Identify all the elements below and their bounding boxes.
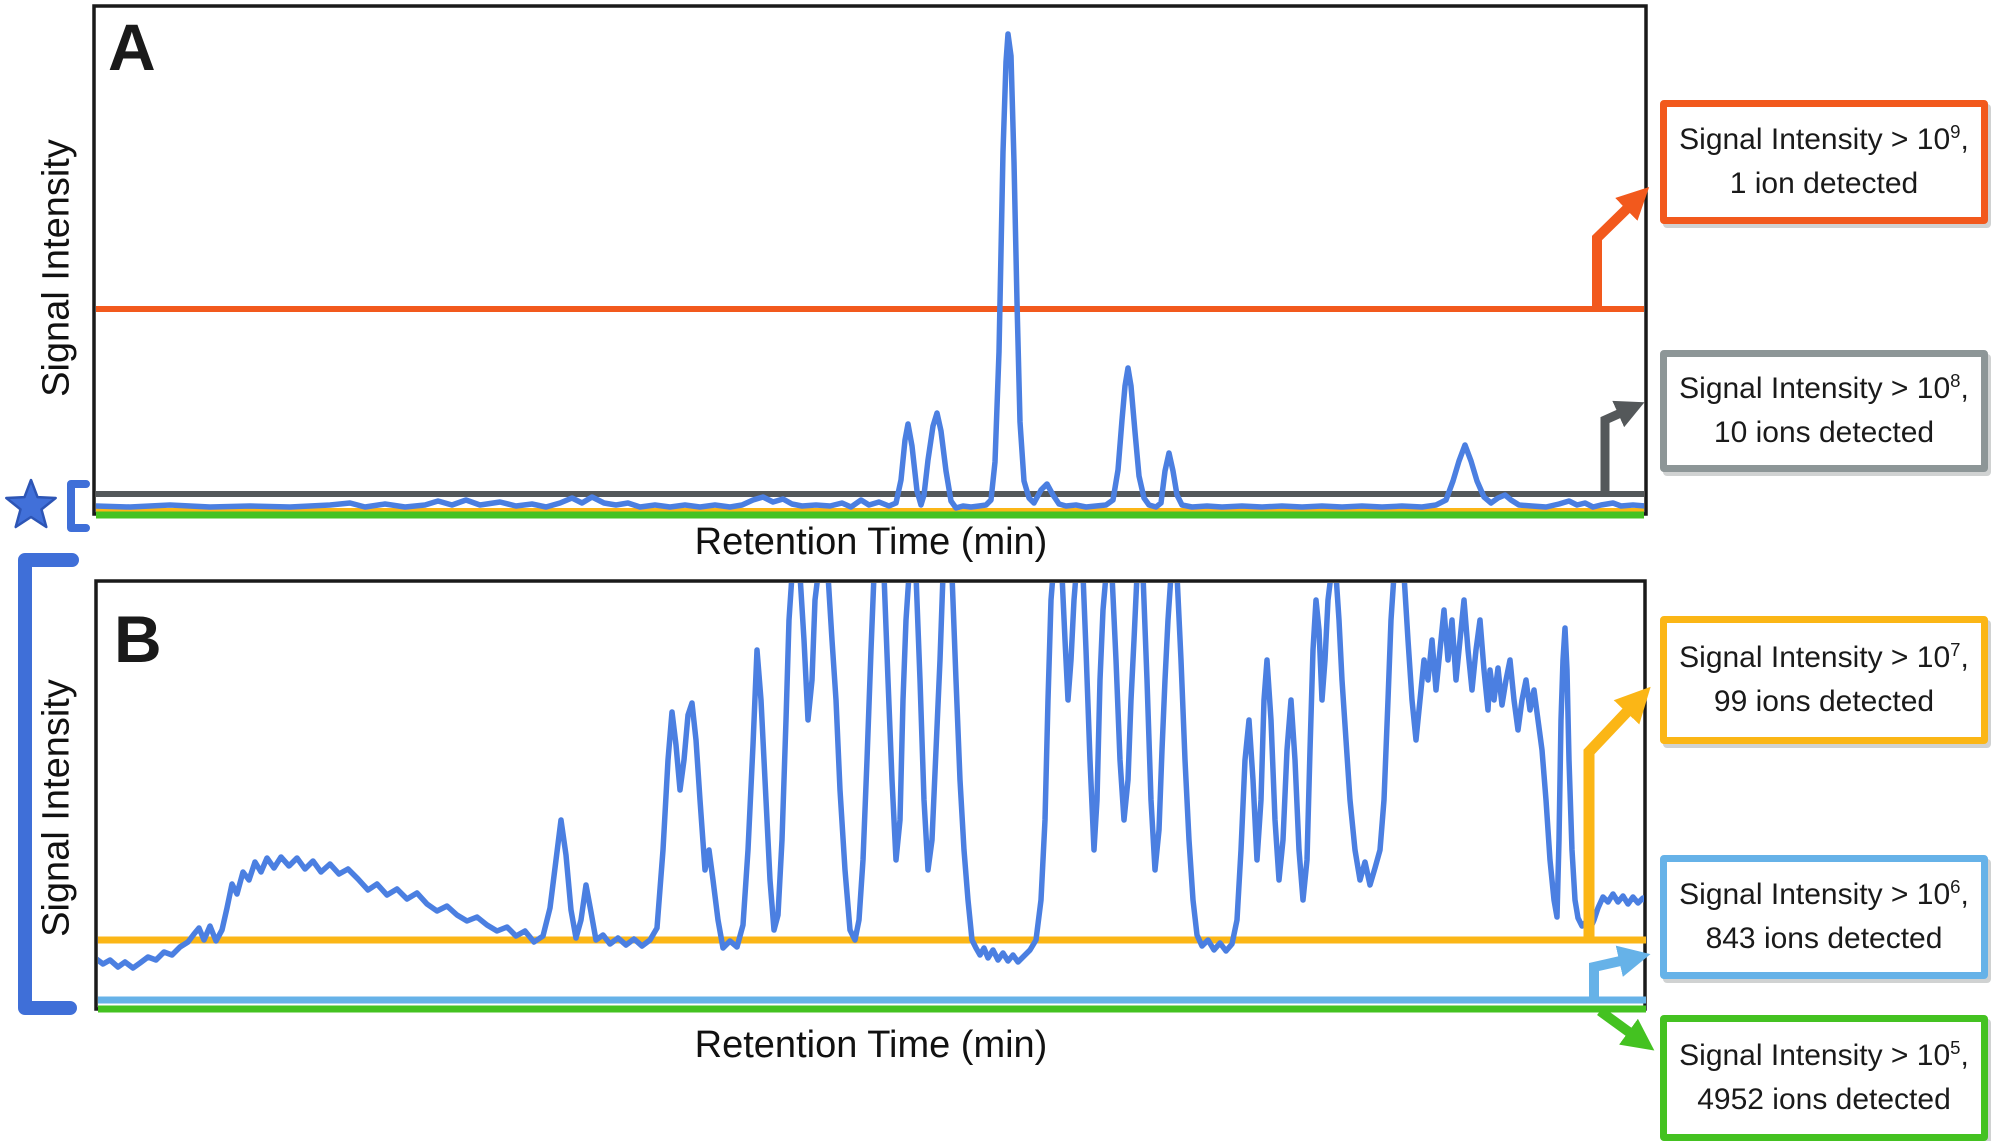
leader-arrow-1e9	[1592, 187, 1650, 310]
leader-arrow-1e5	[1597, 1006, 1655, 1051]
callout-threshold-text: Signal Intensity > 108,	[1679, 370, 1969, 405]
callout-ions-text: 10 ions detected	[1713, 416, 1935, 449]
leader-arrow-1e8	[1600, 400, 1645, 495]
callout-threshold-text: Signal Intensity > 107,	[1679, 639, 1969, 674]
star-icon	[5, 478, 57, 529]
small-bracket-icon	[67, 480, 90, 532]
panel-a-x-axis-label: Retention Time (min)	[694, 521, 1048, 563]
callout-threshold-text: Signal Intensity > 109,	[1679, 121, 1969, 156]
callout-ions-text: 4952 ions detected	[1697, 1083, 1951, 1116]
callout-ions-text: 843 ions detected	[1705, 922, 1943, 955]
large-bracket-icon	[18, 553, 79, 1015]
panel-b-label: B	[114, 602, 162, 676]
callout-signal-gt-1e6: Signal Intensity > 106, 843 ions detecte…	[1660, 855, 1988, 979]
callout-ions-text: 1 ion detected	[1729, 167, 1919, 200]
callout-threshold-text: Signal Intensity > 105,	[1679, 1037, 1969, 1072]
callout-threshold-text: Signal Intensity > 106,	[1679, 876, 1969, 911]
callout-signal-gt-1e8: Signal Intensity > 108, 10 ions detected	[1660, 350, 1988, 472]
chromatogram-trace-b	[98, 583, 1644, 971]
panel-a-y-axis-label: Signal Intensity	[35, 139, 78, 397]
panel-a-label: A	[108, 10, 156, 84]
panel-b-y-axis-label: Signal Intensity	[35, 679, 78, 937]
leader-arrow-1e6	[1589, 945, 1651, 1001]
callout-signal-gt-1e9: Signal Intensity > 109, 1 ion detected	[1660, 100, 1988, 224]
chromatogram-trace-a	[96, 31, 1644, 511]
leader-arrow-1e7	[1583, 686, 1651, 941]
panel-b-x-axis-label: Retention Time (min)	[694, 1024, 1048, 1066]
panel-a-frame	[92, 4, 1648, 516]
callout-signal-gt-1e7: Signal Intensity > 107, 99 ions detected	[1660, 616, 1988, 744]
callout-signal-gt-1e5: Signal Intensity > 105, 4952 ions detect…	[1660, 1015, 1988, 1141]
callout-ions-text: 99 ions detected	[1713, 685, 1935, 718]
